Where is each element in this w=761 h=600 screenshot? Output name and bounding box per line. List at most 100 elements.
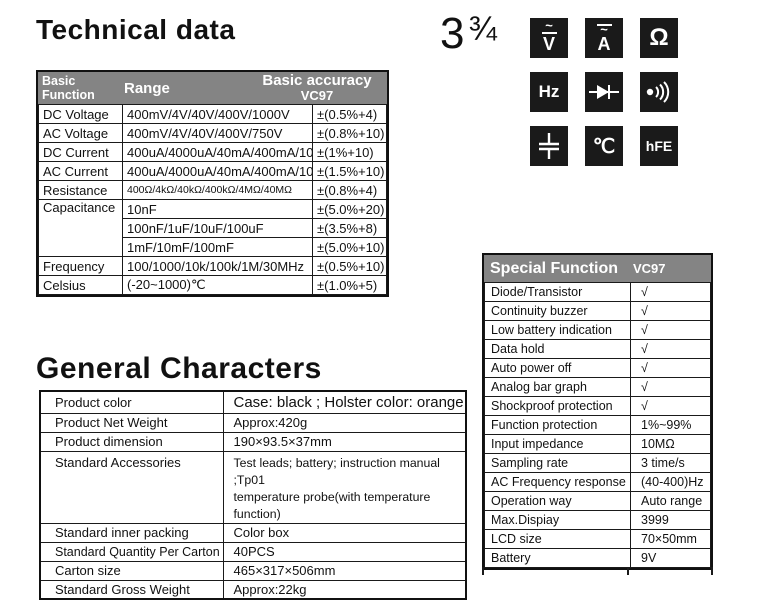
table-row: Diode/Transistor √ (484, 282, 711, 302)
table-row: Product dimension 190×93.5×37mm (39, 431, 467, 452)
page-title-general: General Characters (36, 352, 322, 385)
col-header-accuracy-model: VC97 (300, 88, 334, 104)
current-letter: A (597, 34, 611, 54)
table-row: Product Net Weight Approx:420g (39, 412, 467, 433)
table-row: Auto power off √ (484, 358, 711, 378)
ac-dc-voltage-icon: ~ V (530, 18, 568, 58)
cell-range: 100nF/1uF/10uF/100uF (122, 218, 313, 238)
cell-spec-value: 9V (630, 548, 711, 568)
cell-general-value: Test leads; battery; instruction manual … (222, 450, 467, 524)
table-row: Max.Dispiay 3999 (484, 510, 711, 530)
table-row: DC Current 400uA/4000uA/40mA/400mA/10A ±… (38, 142, 387, 162)
cell-general-value: Approx:420g (222, 412, 467, 433)
cell-spec-label: LCD size (484, 529, 631, 549)
table-row: Standard Quantity Per Carton 40PCS (39, 541, 467, 562)
table-row: Standard inner packing Color box (39, 522, 467, 543)
frequency-hz-icon: Hz (530, 72, 568, 112)
continuity-buzzer-icon (640, 72, 678, 112)
cell-spec-value: √ (630, 358, 711, 378)
cell-spec-value: 70×50mm (630, 529, 711, 549)
special-header-title: Special Function (490, 259, 619, 277)
cell-spec-label: AC Frequency response (484, 472, 631, 492)
resistance-ohm-icon: Ω (640, 18, 678, 58)
ac-dc-current-icon: ~ A (585, 18, 623, 58)
cell-general-label: Product dimension (39, 431, 224, 452)
ac-dc-current-glyph: ~ A (596, 23, 612, 54)
display-count-rating: 3 ¾ (440, 10, 497, 58)
cell-general-label: Product Net Weight (39, 412, 224, 433)
cell-general-label: Standard Accessories (39, 450, 224, 524)
special-function-table: Special Function VC97 Diode/Transistor √… (482, 253, 713, 570)
cell-spec-value: √ (630, 339, 711, 359)
cell-spec-value: 3999 (630, 510, 711, 530)
page-title-technical: Technical data (36, 14, 236, 45)
bar-mark (596, 24, 612, 26)
cell-spec-value: Auto range (630, 491, 711, 511)
cell-spec-label: Operation way (484, 491, 631, 511)
cell-accuracy: ±(1.5%+10) (312, 161, 387, 181)
cell-accuracy: ±(0.8%+10) (312, 123, 387, 143)
cell-spec-label: Max.Dispiay (484, 510, 631, 530)
cell-spec-value: 1%~99% (630, 415, 711, 435)
bar-mark (541, 32, 557, 34)
cell-range: 400uA/4000uA/40mA/400mA/10A (122, 142, 313, 162)
rating-digit: 3 (440, 9, 465, 58)
cell-accuracy: ±(1.0%+5) (312, 275, 387, 295)
table-row: Battery 9V (484, 548, 711, 568)
cell-general-label: Standard Quantity Per Carton (39, 541, 224, 562)
table-row: LCD size 70×50mm (484, 529, 711, 549)
cell-accuracy: ±(1%+10) (312, 142, 387, 162)
table-row: Frequency 100/1000/10k/100k/1M/30MHz ±(0… (38, 256, 387, 276)
cell-spec-label: Sampling rate (484, 453, 631, 473)
table-row: Resistance 400Ω/4kΩ/40kΩ/400kΩ/4MΩ/40MΩ … (38, 180, 387, 200)
table-row: Analog bar graph √ (484, 377, 711, 397)
cell-accuracy: ±(5.0%+20) (312, 199, 387, 219)
voltage-letter: V (542, 34, 555, 54)
cell-general-value: Approx:22kg (222, 579, 467, 600)
cell-function: Resistance (38, 180, 123, 200)
special-header-model: VC97 (633, 261, 666, 276)
cell-spec-label: Function protection (484, 415, 631, 435)
cell-range: (-20~1000)℃ (122, 275, 313, 295)
cell-spec-value: 10MΩ (630, 434, 711, 454)
cell-accuracy: ±(5.0%+10) (312, 237, 387, 257)
cell-spec-label: Battery (484, 548, 631, 568)
cell-range: 400mV/4V/40V/400V/1000V (122, 104, 313, 124)
celsius-icon: ℃ (585, 126, 623, 166)
basic-table-header: Basic Function Range Basic accuracy VC97 (38, 72, 387, 104)
cell-range: 1mF/10mF/100mF (122, 237, 313, 257)
cell-range: 100/1000/10k/100k/1M/30MHz (122, 256, 313, 276)
table-row: Low battery indication √ (484, 320, 711, 340)
col-header-accuracy-label: Basic accuracy (262, 72, 372, 90)
basic-accuracy-table: Basic Function Range Basic accuracy VC97… (36, 70, 389, 297)
table-row: Sampling rate 3 time/s (484, 453, 711, 473)
table-row: Continuity buzzer √ (484, 301, 711, 321)
table-row: Standard Gross Weight Approx:22kg (39, 579, 467, 600)
table-row: Function protection 1%~99% (484, 415, 711, 435)
accessories-line1: Test leads; battery; instruction manual … (233, 455, 440, 487)
cell-spec-label: Input impedance (484, 434, 631, 454)
cell-general-label: Standard inner packing (39, 522, 224, 543)
table-continuation-line (482, 567, 484, 575)
table-row: DC Voltage 400mV/4V/40V/400V/1000V ±(0.5… (38, 104, 387, 124)
cell-spec-label: Analog bar graph (484, 377, 631, 397)
cell-general-label: Product color (39, 390, 224, 414)
cell-general-label: Carton size (39, 560, 224, 581)
cell-range: 10nF (122, 199, 313, 219)
function-badge-grid: ~ V ~ A Ω Hz (530, 18, 678, 166)
rating-fraction: ¾ (468, 10, 497, 48)
cell-accuracy: ±(0.5%+4) (312, 104, 387, 124)
cell-spec-label: Diode/Transistor (484, 282, 631, 302)
table-continuation-line (711, 567, 713, 575)
cell-general-value: 40PCS (222, 541, 467, 562)
capacitance-icon (530, 126, 568, 166)
cell-general-label: Standard Gross Weight (39, 579, 224, 600)
cell-accuracy: ±(0.8%+4) (312, 180, 387, 200)
cell-function: Celsius (38, 275, 123, 295)
table-row: AC Current 400uA/4000uA/40mA/400mA/10A ±… (38, 161, 387, 181)
cell-function: DC Voltage (38, 104, 123, 124)
cell-range: 400uA/4000uA/40mA/400mA/10A (122, 161, 313, 181)
cell-range: 400Ω/4kΩ/40kΩ/400kΩ/4MΩ/40MΩ (122, 180, 313, 200)
cell-accuracy: ±(3.5%+8) (312, 218, 387, 238)
diode-icon (585, 72, 623, 112)
